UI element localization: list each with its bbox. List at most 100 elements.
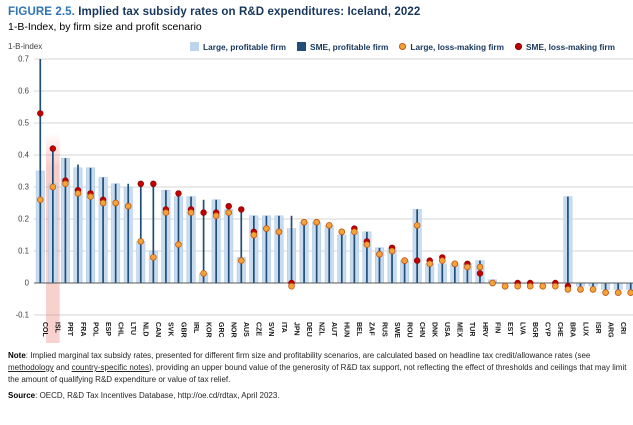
dot-large-loss-making	[539, 282, 547, 290]
dot-sme-loss-making	[37, 110, 44, 117]
x-axis-label: KOR	[204, 322, 211, 338]
dot-large-loss-making	[376, 250, 383, 258]
dot-large-loss-making	[275, 228, 283, 236]
legend-label: Large, profitable firm	[203, 41, 287, 52]
legend-dot-icon	[399, 43, 407, 50]
dot-large-loss-making	[62, 180, 69, 188]
legend-label: SME, loss-making firm	[526, 41, 615, 52]
dot-sme-loss-making	[200, 209, 207, 216]
x-axis-label: HRV	[481, 322, 488, 337]
dot-large-loss-making	[363, 241, 371, 248]
legend-label: Large, loss-making firm	[410, 41, 505, 52]
figure-subtitle: 1-B-Index, by firm size and profit scena…	[8, 21, 202, 33]
y-tick-label: -0.1	[16, 311, 29, 320]
y-tick-label: 0	[25, 279, 30, 288]
dot-large-loss-making	[313, 218, 320, 226]
dot-large-loss-making	[602, 289, 609, 296]
legend-item: Large, profitable firm	[190, 42, 286, 52]
dot-sme-loss-making	[49, 145, 57, 152]
dot-large-loss-making	[614, 289, 622, 296]
x-axis-label: TUR	[468, 322, 475, 336]
chart-legend: Large, profitable firm SME, profitable fi…	[190, 42, 615, 52]
x-axis-label: BEL	[355, 322, 362, 337]
legend-row: 1-B-index Large, profitable firm SME, pro…	[8, 40, 629, 53]
x-axis-label: POL	[91, 322, 98, 337]
x-axis-label: SVK	[167, 322, 174, 336]
figure-heading: FIGURE 2.5. Implied tax subsidy rates on…	[8, 6, 629, 18]
dot-large-loss-making	[451, 260, 459, 268]
dot-large-loss-making	[187, 209, 195, 216]
methodology-link[interactable]: methodology	[8, 363, 54, 372]
dot-large-loss-making	[150, 254, 157, 261]
dot-large-loss-making	[514, 282, 521, 290]
note-text: and	[53, 363, 72, 372]
dot-large-loss-making	[263, 225, 270, 232]
x-axis-label: DNK	[431, 322, 438, 337]
dot-large-loss-making	[577, 286, 584, 293]
x-axis-label: DEU	[305, 322, 312, 337]
y-tick-label: 0.2	[18, 215, 29, 224]
dot-sme-loss-making	[238, 206, 245, 213]
dot-large-loss-making	[212, 212, 220, 220]
dot-large-loss-making	[464, 263, 471, 271]
x-axis-label: AUS	[242, 322, 249, 337]
x-axis-label: ISL	[54, 322, 61, 334]
dot-sme-loss-making	[476, 270, 484, 277]
dot-large-loss-making	[564, 286, 572, 293]
source-text: : OECD, R&D Tax Incentives Database, htt…	[35, 391, 280, 400]
x-axis-label: ISR	[594, 322, 601, 334]
y-tick-label: 0.6	[18, 87, 29, 96]
x-axis-label: CHL	[116, 322, 123, 337]
x-axis-label: COL	[41, 322, 48, 338]
dot-large-loss-making	[426, 260, 434, 268]
figure-container: FIGURE 2.5. Implied tax subsidy rates on…	[8, 6, 633, 400]
x-axis-label: RUS	[380, 322, 387, 337]
dot-large-loss-making	[124, 202, 132, 210]
country-notes-link[interactable]: country-specific notes	[71, 363, 149, 372]
x-axis-label: NLD	[142, 322, 149, 336]
x-axis-label: CRI	[619, 322, 626, 334]
dot-sme-loss-making	[175, 190, 182, 197]
note-text: : Implied marginal tax subsidy rates, pr…	[25, 351, 591, 360]
dot-large-loss-making	[552, 282, 559, 290]
x-axis-label: NZL	[317, 322, 324, 336]
y-tick-label: 0.5	[18, 119, 30, 128]
page-title: Implied tax subsidy rates on R&D expendi…	[78, 6, 421, 18]
dot-large-loss-making	[300, 218, 308, 226]
source-line: Source: OECD, R&D Tax Incentives Databas…	[8, 391, 629, 400]
legend-label: SME, profitable firm	[310, 41, 389, 52]
dot-large-loss-making	[99, 199, 107, 207]
y-tick-label: 0.3	[18, 183, 29, 192]
dot-large-loss-making	[325, 222, 333, 229]
dot-large-loss-making	[74, 190, 82, 197]
y-axis-unit-label: 1-B-index	[8, 42, 43, 51]
x-axis-label: USA	[443, 322, 450, 337]
x-axis-label: BGR	[531, 322, 538, 338]
dot-large-loss-making	[338, 228, 346, 236]
dot-large-loss-making	[225, 209, 233, 216]
figure-number: FIGURE 2.5.	[8, 6, 75, 18]
y-tick-label: 0.4	[18, 151, 30, 160]
x-axis-label: GBR	[179, 322, 186, 338]
x-axis-label: LUX	[581, 322, 588, 336]
x-axis-label: BRA	[569, 322, 576, 337]
dot-sme-loss-making	[225, 203, 232, 210]
legend-square-icon	[297, 42, 307, 51]
source-heading: Source	[8, 391, 36, 400]
x-axis-label: AUT	[330, 322, 337, 337]
dot-large-loss-making	[501, 282, 509, 290]
x-axis-label: ARG	[606, 322, 613, 338]
x-axis-label: FIN	[493, 322, 500, 333]
x-axis-label: MLT	[632, 322, 633, 337]
dot-large-loss-making	[476, 263, 484, 271]
x-axis-label: CAN	[154, 322, 161, 337]
dot-large-loss-making	[388, 247, 396, 255]
dot-large-loss-making	[112, 199, 119, 207]
x-axis-label: MEX	[456, 322, 463, 338]
dot-large-loss-making	[162, 209, 170, 216]
x-axis-label: LTU	[129, 322, 136, 335]
note-heading: Note	[8, 351, 26, 360]
bar-chart: 0.7 0.6 0.5 0.4 0.3 0.2 0.1 0 -0.1 COL ISL PRT FRA PO…	[16, 55, 633, 343]
x-axis-label: ESP	[104, 322, 111, 336]
dot-large-loss-making	[250, 231, 258, 239]
